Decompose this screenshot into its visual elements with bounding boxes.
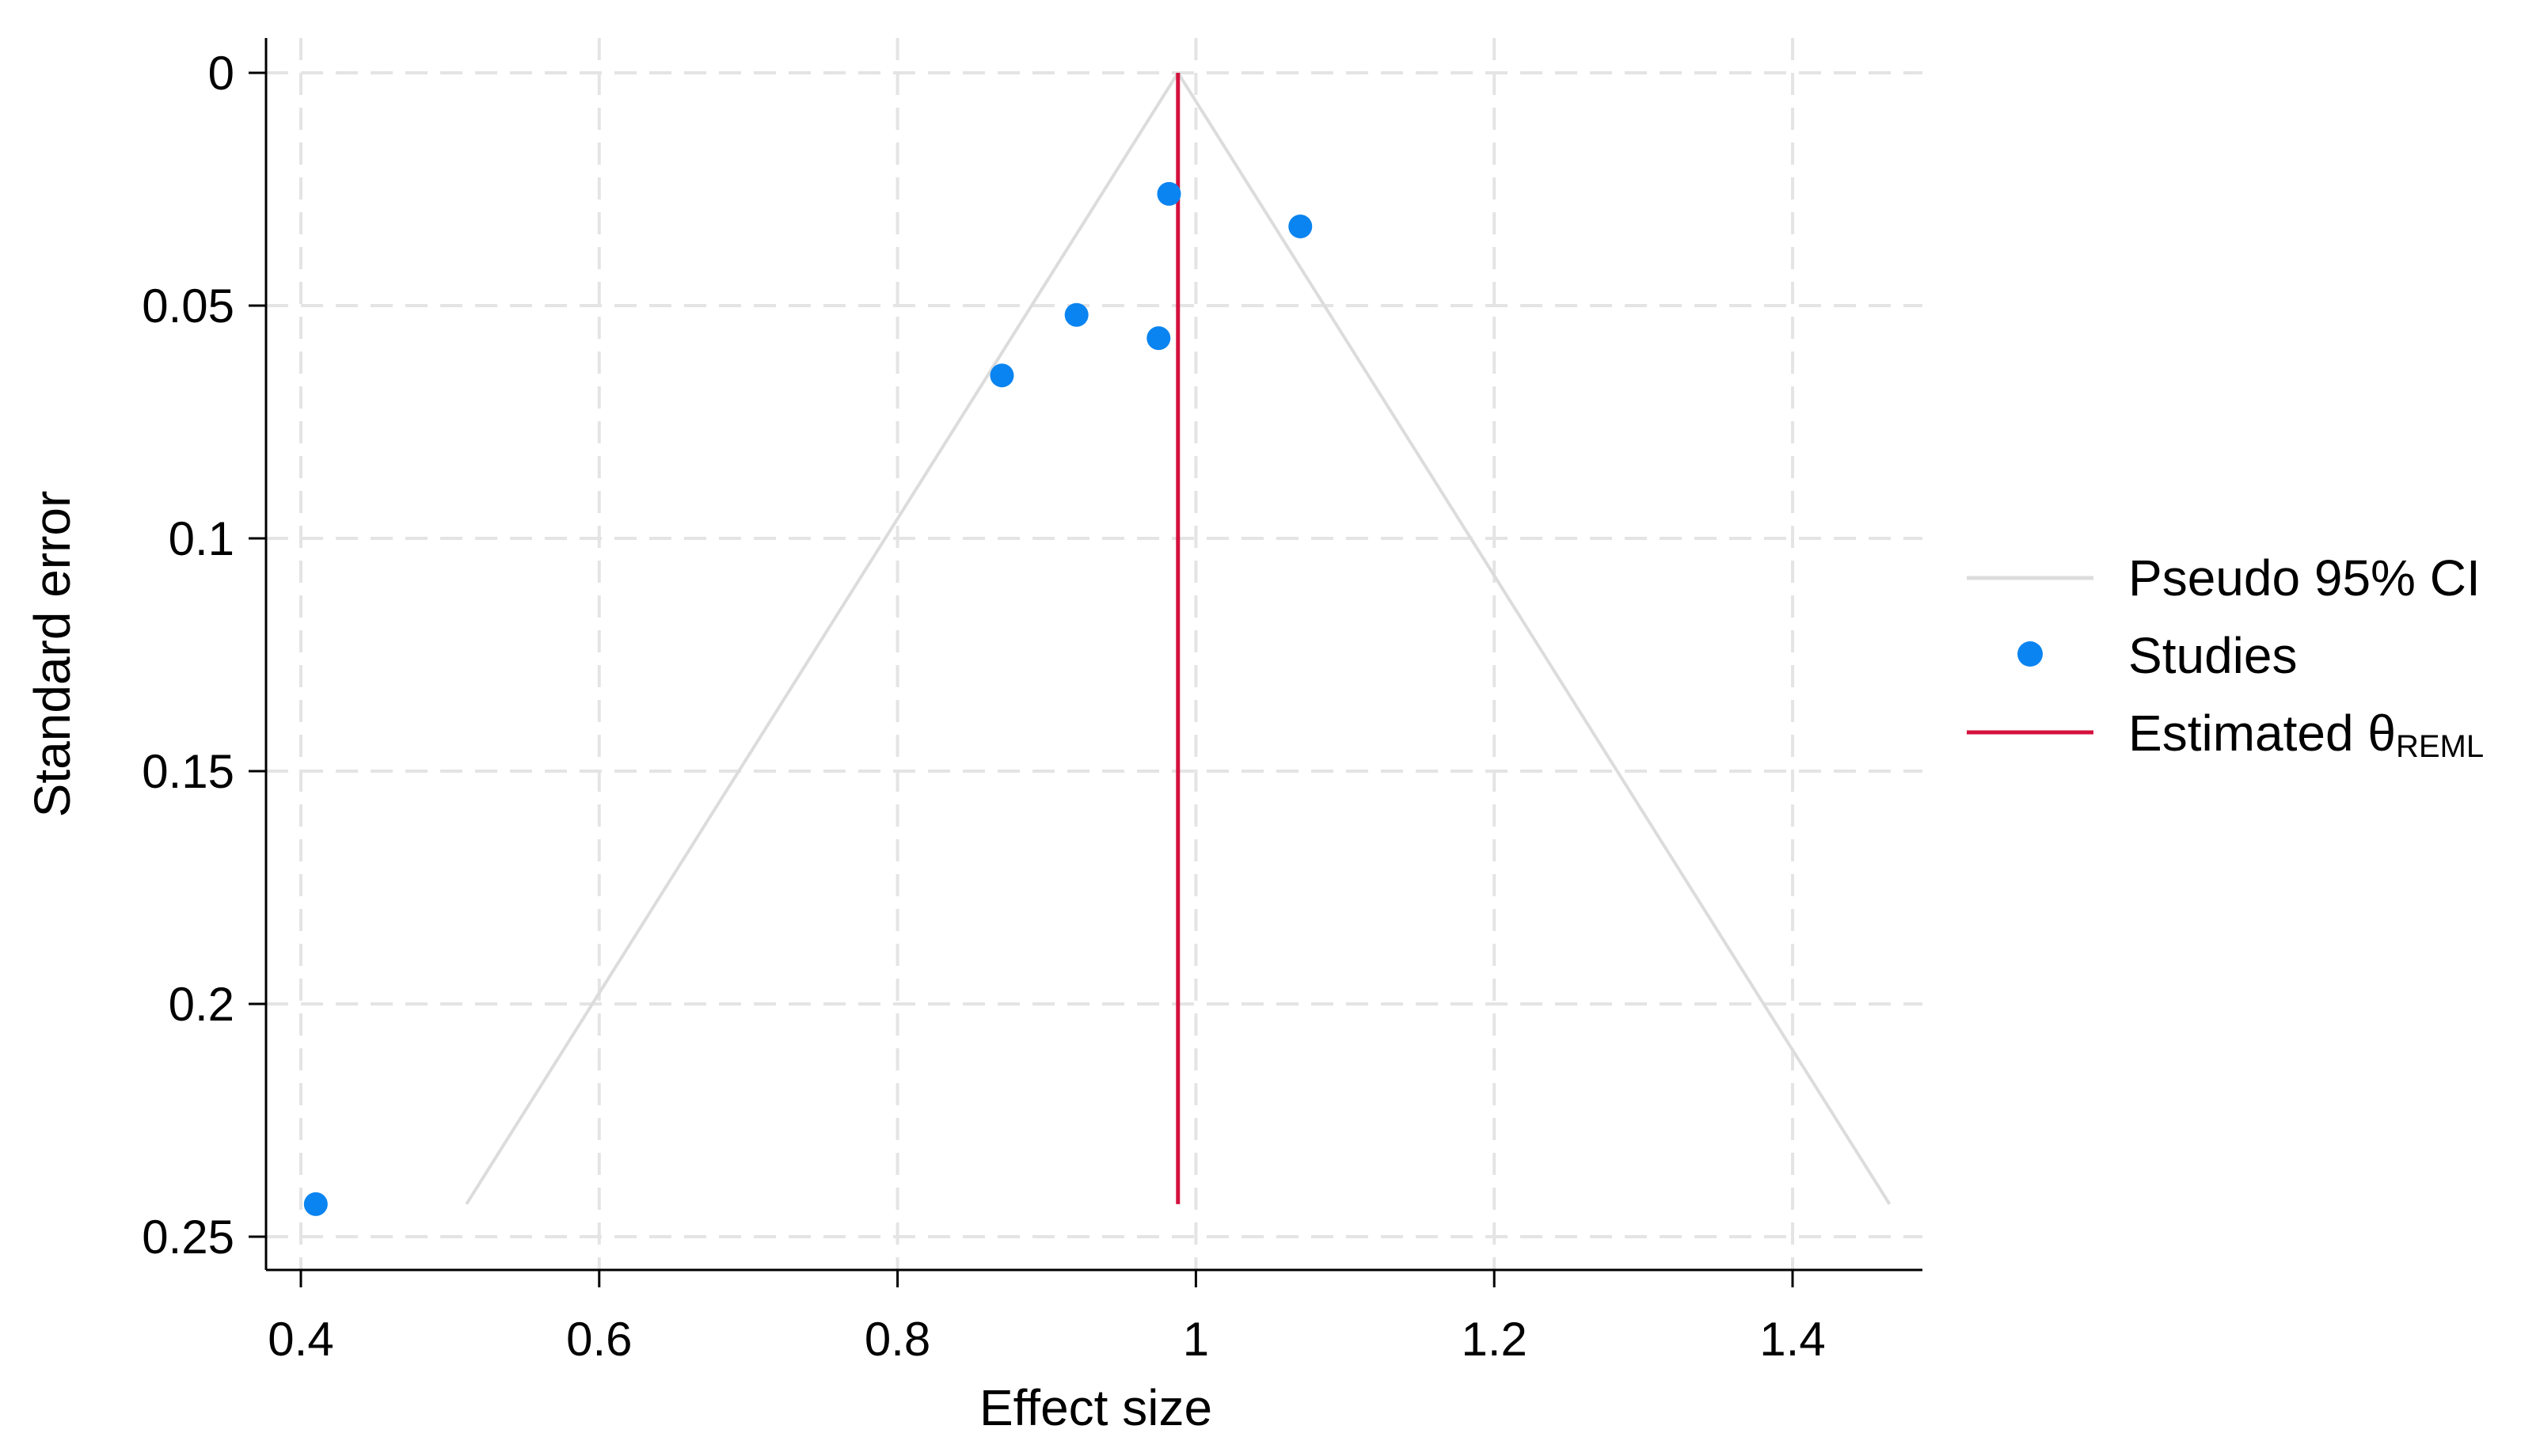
study-points xyxy=(303,181,1313,1216)
y-tick-label-3: 0.15 xyxy=(142,745,234,798)
x-tick-label-1: 0.6 xyxy=(566,1313,632,1366)
legend-ci-label: Pseudo 95% CI xyxy=(2128,549,2481,606)
x-tick-label-3: 1 xyxy=(1183,1313,1209,1366)
study-point-2 xyxy=(1064,302,1089,327)
study-point-5 xyxy=(303,1192,328,1216)
y-tick-label-2: 0.1 xyxy=(169,512,234,565)
y-tick-label-5: 0.25 xyxy=(142,1211,234,1264)
pseudo-ci-lines xyxy=(465,71,1892,1205)
x-tick-label-5: 1.4 xyxy=(1759,1313,1825,1366)
legend-theta-label: Estimated θREML xyxy=(2128,705,2484,764)
legend: Pseudo 95% CI Studies Estimated θREML xyxy=(1967,549,2484,764)
x-tick-label-4: 1.2 xyxy=(1461,1313,1527,1366)
study-point-3 xyxy=(1146,326,1171,351)
y-tick-label-4: 0.2 xyxy=(169,978,234,1031)
legend-studies-swatch xyxy=(2017,641,2043,667)
grid xyxy=(266,38,1922,1270)
legend-theta-main: Estimated θ xyxy=(2128,705,2396,762)
study-point-0 xyxy=(1157,181,1181,206)
x-tick-label-0: 0.4 xyxy=(268,1313,333,1366)
tick-labels: 0.4 0.6 0.8 1 1.2 1.4 0 0.05 0.1 0.15 0.2 0.25 xyxy=(142,47,1825,1366)
pseudo-ci-lower-line xyxy=(465,71,1180,1205)
y-axis-title: Standard error xyxy=(24,491,81,818)
y-tick-label-1: 0.05 xyxy=(142,279,234,333)
x-axis-title: Effect size xyxy=(979,1379,1212,1436)
y-tick-label-0: 0 xyxy=(208,47,234,100)
study-point-4 xyxy=(990,363,1014,388)
pseudo-ci-upper-line xyxy=(1177,71,1892,1205)
study-point-1 xyxy=(1288,215,1313,239)
legend-theta-subscript: REML xyxy=(2396,729,2484,764)
legend-studies-label: Studies xyxy=(2128,627,2297,684)
x-tick-label-2: 0.8 xyxy=(865,1313,930,1366)
axes xyxy=(264,38,1922,1272)
